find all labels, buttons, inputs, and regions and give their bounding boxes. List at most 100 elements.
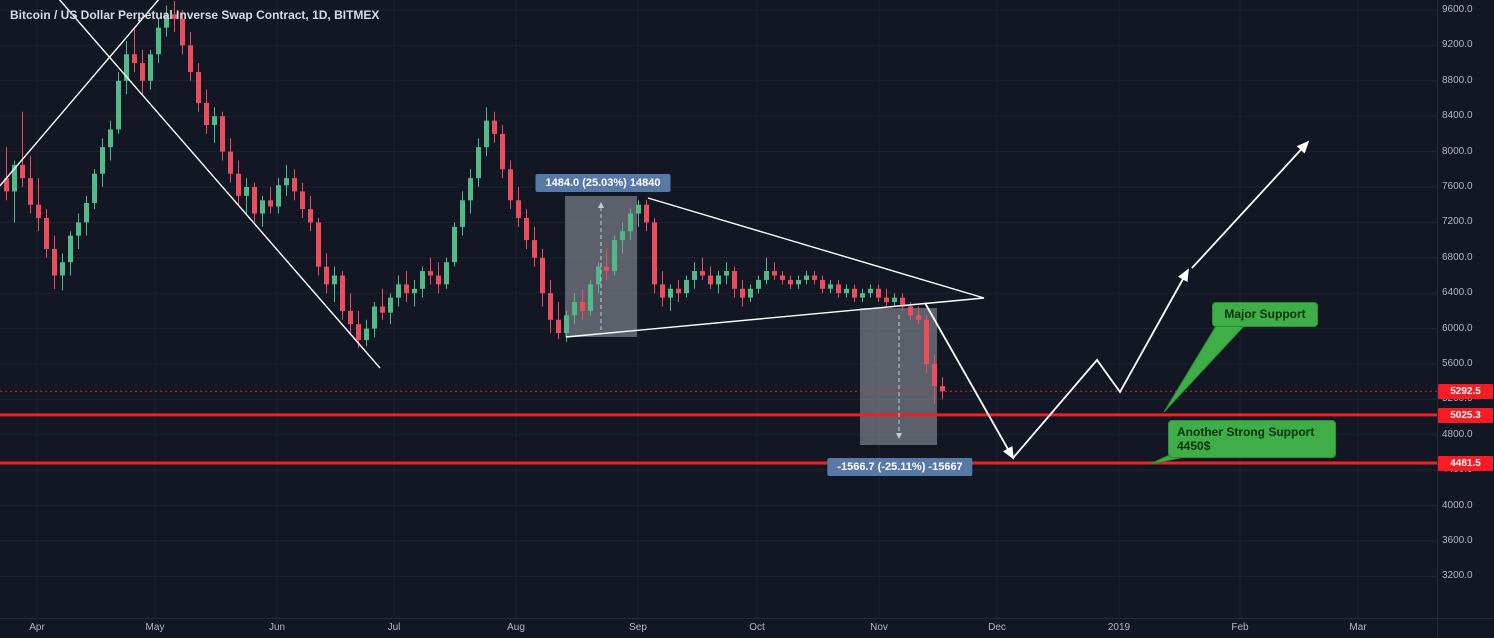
time-tick: Nov — [870, 622, 888, 633]
price-tick: 3200.0 — [1442, 570, 1473, 582]
candle-body — [860, 293, 865, 298]
candle-body — [532, 240, 537, 258]
time-tick: Aug — [507, 622, 525, 633]
candle-body — [420, 271, 425, 289]
time-axis[interactable] — [0, 618, 1494, 638]
candle-body — [12, 164, 17, 192]
price-tick: 7200.0 — [1442, 216, 1473, 228]
candle-body — [916, 315, 921, 320]
callout-text: 4450$ — [1177, 439, 1211, 453]
candle-body — [404, 284, 409, 294]
price-tick: 7600.0 — [1442, 181, 1473, 192]
candle-body — [844, 288, 849, 294]
candle-body — [172, 14, 177, 19]
candle-body — [308, 209, 313, 223]
candle-body — [36, 204, 41, 218]
price-tick: 9600.0 — [1442, 4, 1473, 15]
candle-body — [924, 319, 929, 364]
candle-body — [164, 14, 169, 28]
measure-label-up[interactable]: 1484.0 (25.03%) 14840 — [535, 174, 671, 192]
candle-body — [572, 302, 577, 316]
candle-body — [580, 302, 585, 311]
time-tick: Jun — [268, 622, 286, 633]
candle-body — [388, 297, 393, 313]
callout-text: Another Strong Support — [1177, 425, 1315, 439]
uptrend-line[interactable] — [0, 0, 160, 188]
candle-body — [220, 116, 225, 152]
candle-body — [276, 185, 281, 207]
candle-body — [828, 284, 833, 289]
price-tick: 9200.0 — [1442, 39, 1473, 51]
candle-body — [940, 386, 945, 392]
candle-body — [244, 187, 249, 196]
candle-body — [836, 284, 841, 294]
candle-body — [668, 288, 673, 298]
candle-body — [764, 271, 769, 280]
candle-body — [92, 173, 97, 203]
candle-body — [356, 324, 361, 341]
candle-body — [876, 288, 881, 298]
callout-major-support[interactable]: Major Support — [1212, 302, 1318, 327]
downtrend-line[interactable] — [58, 0, 381, 369]
time-tick: 2019 — [1107, 622, 1131, 633]
measure-label-down[interactable]: -1566.7 (-25.11%) -15667 — [827, 458, 973, 476]
candle-body — [612, 240, 617, 272]
candle-body — [564, 315, 569, 334]
triangle-upper[interactable] — [647, 197, 985, 299]
symbol-title[interactable]: Bitcoin / US Dollar Perpetual Inverse Sw… — [10, 8, 380, 22]
triangle-lower[interactable] — [565, 297, 985, 338]
candle-body — [652, 222, 657, 285]
candle-body — [476, 147, 481, 179]
candle-body — [524, 217, 529, 241]
candle-body — [868, 288, 873, 294]
candle-body — [676, 288, 681, 294]
time-tick: Mar — [1349, 622, 1367, 633]
candle-body — [724, 271, 729, 276]
candle-body — [132, 54, 137, 64]
candle-body — [892, 297, 897, 303]
candle-body — [852, 288, 857, 298]
candle-body — [228, 151, 233, 174]
candle-body — [492, 120, 497, 134]
candle-body — [452, 226, 457, 263]
candle-body — [20, 164, 25, 179]
candle-body — [500, 133, 505, 170]
candle-body — [932, 364, 937, 387]
price-tick: 6800.0 — [1442, 251, 1473, 263]
candle-body — [740, 288, 745, 298]
price-tick: 4000.0 — [1442, 499, 1473, 511]
continuation-arrow[interactable] — [1191, 140, 1310, 269]
candle-body — [748, 288, 753, 298]
candle-body — [900, 297, 905, 307]
candle-body — [84, 202, 89, 223]
candle-body — [700, 271, 705, 276]
candle-body — [588, 284, 593, 311]
candle-body — [180, 18, 185, 46]
candle-body — [412, 288, 417, 294]
candle-body — [124, 54, 129, 81]
callout-another-support[interactable]: Another Strong Support 4450$ — [1168, 420, 1336, 458]
candle-body — [884, 297, 889, 303]
candle-body — [68, 235, 73, 263]
candle-body — [484, 120, 489, 148]
candle-body — [324, 266, 329, 285]
callout-text: Major Support — [1224, 307, 1306, 321]
candle-body — [236, 173, 241, 196]
candle-body — [292, 178, 297, 192]
price-tick: 5600.0 — [1442, 358, 1473, 369]
candle-body — [148, 54, 153, 81]
candle-body — [60, 262, 65, 276]
candle-body — [908, 306, 913, 316]
recovery-arrow[interactable] — [1012, 268, 1189, 459]
price-axis[interactable] — [1437, 0, 1494, 638]
breakdown-arrow[interactable] — [924, 302, 1014, 460]
candle-body — [436, 275, 441, 285]
candle-body — [396, 284, 401, 298]
candle-body — [804, 275, 809, 280]
time-tick: Jul — [387, 622, 401, 633]
candle-body — [300, 191, 305, 210]
candle-body — [188, 45, 193, 72]
time-tick: Apr — [29, 622, 45, 633]
candle-body — [252, 187, 257, 214]
